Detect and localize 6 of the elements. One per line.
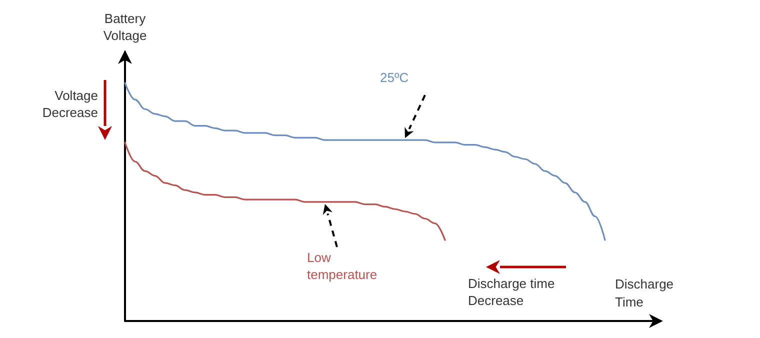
text: 25ºC <box>380 70 409 86</box>
y-axis-title: Battery Voltage <box>103 11 147 43</box>
text: Voltage Decrease <box>42 88 98 120</box>
x-axis-title: Discharge Time <box>615 276 674 310</box>
annotation: Discharge time Decrease <box>468 276 555 308</box>
text: Low temperature <box>307 250 378 282</box>
